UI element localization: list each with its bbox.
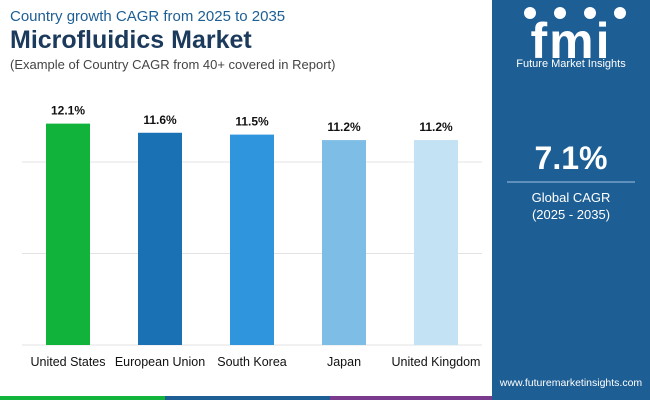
stripe	[330, 396, 492, 400]
bar	[46, 123, 90, 346]
x-tick-label: Japan	[326, 355, 362, 369]
bar	[322, 140, 366, 345]
value-label: 11.2%	[327, 120, 361, 134]
subtitle: (Example of Country CAGR from 40+ covere…	[10, 57, 336, 72]
value-label: 11.2%	[419, 120, 453, 134]
bar	[138, 132, 182, 345]
value-label: 11.5%	[235, 115, 269, 129]
global-period: (2025 - 2035)	[531, 207, 611, 222]
value-label: 11.6%	[143, 113, 177, 127]
x-tick-label: United Kingdom	[391, 355, 481, 369]
stripe	[0, 396, 165, 400]
stripe	[165, 396, 330, 400]
x-tick-label: European Union	[114, 355, 206, 369]
bar	[414, 140, 458, 345]
logo-icons	[524, 7, 626, 19]
logo: fmi	[530, 13, 612, 69]
global-label: Global CAGR	[531, 190, 611, 205]
brand: Future Market Insights	[516, 58, 626, 70]
value-label: 12.1%	[51, 104, 85, 118]
sidebar-panel	[492, 0, 650, 400]
footer-url: www.futuremarketinsights.com	[499, 377, 643, 389]
heading: Microfluidics Market	[10, 26, 252, 54]
global-value: 7.1%	[534, 140, 608, 176]
x-tick-label: South Korea	[217, 355, 287, 369]
bar	[230, 134, 274, 345]
x-tick-label: United States	[30, 355, 106, 369]
stripe	[492, 396, 650, 400]
title: Country growth CAGR from 2025 to 2035	[10, 8, 286, 25]
